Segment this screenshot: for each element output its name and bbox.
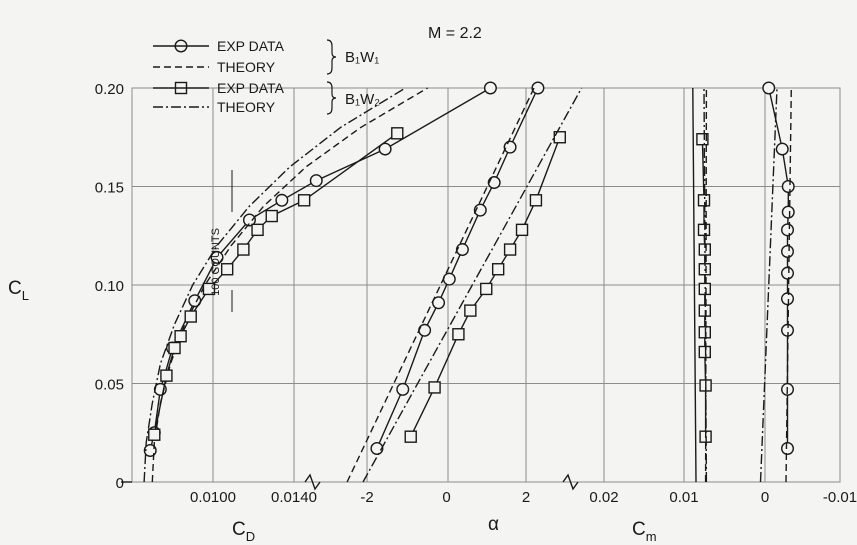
x-axis-label-cd: CD <box>232 519 255 544</box>
circle-marker <box>781 442 795 456</box>
y-tick-label: 0.15 <box>95 180 124 197</box>
square-marker <box>404 430 417 443</box>
circle-marker <box>396 382 410 396</box>
circle-marker <box>418 323 432 337</box>
circle-marker <box>781 266 795 280</box>
circle-marker <box>242 213 256 227</box>
square-marker <box>174 330 187 343</box>
square-marker <box>491 263 505 276</box>
circle-marker <box>210 250 224 264</box>
square-marker <box>251 223 264 237</box>
y-tick-label: 0.20 <box>95 81 124 98</box>
square-marker <box>148 428 161 441</box>
chart-title: M = 2.2 <box>428 25 482 42</box>
square-marker <box>696 133 709 146</box>
x-tick-label: 0 <box>442 489 450 506</box>
x-axis-label-cm: Cm <box>632 519 657 544</box>
circle-marker <box>487 176 501 190</box>
series-b-w-theory-line <box>759 87 778 483</box>
square-marker <box>464 304 477 317</box>
series-b-w-theory-line <box>703 87 708 483</box>
series-b-w-theory-line <box>143 87 406 483</box>
circle-marker <box>781 179 795 193</box>
x-tick-label: 0.01 <box>669 489 698 506</box>
y-tick-label: 0.10 <box>95 278 124 295</box>
legend-brace <box>326 81 337 115</box>
circle-marker <box>762 81 776 95</box>
legend-label: EXP DATA <box>217 80 285 96</box>
circle-marker <box>781 205 795 219</box>
series-b-w-exp-data-line <box>692 87 697 483</box>
circle-marker <box>442 272 456 286</box>
circle-marker <box>781 292 795 306</box>
circle-marker <box>455 243 469 257</box>
axis-break-mark <box>562 473 579 491</box>
legend-label: EXP DATA <box>217 38 285 54</box>
circle-marker <box>775 142 789 156</box>
legend-brace <box>326 39 337 75</box>
square-marker <box>503 243 517 256</box>
circle-marker <box>531 81 545 95</box>
x-tick-label: 0 <box>761 489 769 506</box>
x-tick-label: 0.0140 <box>271 489 317 506</box>
legend-config-name: B₁W₁ <box>345 49 379 66</box>
y-tick-label: 0.05 <box>95 377 124 394</box>
circle-marker <box>378 142 392 156</box>
square-marker <box>480 282 493 296</box>
series-b-w-exp-data-line <box>376 87 539 449</box>
y-axis-label: CL <box>8 278 29 303</box>
x-axis-label-alpha: α <box>488 514 499 535</box>
legend-label: THEORY <box>217 99 276 115</box>
square-marker <box>391 127 404 140</box>
square-marker <box>220 263 234 276</box>
circle-marker <box>483 81 497 95</box>
circle-marker <box>309 174 323 188</box>
scale-annotation: 100 COUNTS <box>210 228 222 296</box>
legend: EXP DATA THEORY EXP DATA THEORY B₁W₁ B₁W₂ <box>153 38 380 312</box>
series-b-w-exp-data-line <box>410 137 561 438</box>
square-marker <box>697 223 711 237</box>
square-marker <box>160 369 173 382</box>
square-marker <box>697 194 711 207</box>
series-b-w-exp-data-line <box>153 132 398 435</box>
axis-break-mark <box>304 473 321 491</box>
square-marker <box>529 194 543 207</box>
x-tick-label: -2 <box>360 489 373 506</box>
square-marker <box>265 209 278 223</box>
series-b-w-theory-line <box>362 87 583 483</box>
y-tick-label: 0 <box>116 475 124 492</box>
square-marker <box>297 194 311 207</box>
legend-config-name: B₁W₂ <box>345 91 380 108</box>
square-marker <box>553 131 566 144</box>
circle-marker <box>503 140 517 154</box>
legend-label: THEORY <box>217 59 276 75</box>
x-tick-label: 2 <box>522 489 530 506</box>
x-tick-label: 0.0100 <box>190 489 236 506</box>
square-marker <box>452 328 465 341</box>
circle-marker <box>275 193 289 207</box>
tick-labels: 0 0.05 0.10 0.15 0.20 0.0100 0.0140 -2 0 2 0.02 0.0… <box>95 81 857 506</box>
square-marker <box>168 341 181 355</box>
square-marker <box>184 310 197 323</box>
series-layer <box>143 39 795 483</box>
circle-marker <box>781 223 795 237</box>
x-tick-label: 0.02 <box>589 489 618 506</box>
grid <box>121 87 841 491</box>
square-marker <box>515 223 529 237</box>
square-marker <box>698 345 711 359</box>
series-b-w-theory-line <box>346 87 535 483</box>
x-tick-label: -0.01 <box>823 489 857 506</box>
circle-marker <box>781 245 795 259</box>
circle-marker <box>473 203 487 217</box>
square-marker <box>428 381 441 394</box>
square-marker <box>237 243 250 256</box>
circle-marker <box>370 442 384 456</box>
square-marker <box>202 282 216 296</box>
